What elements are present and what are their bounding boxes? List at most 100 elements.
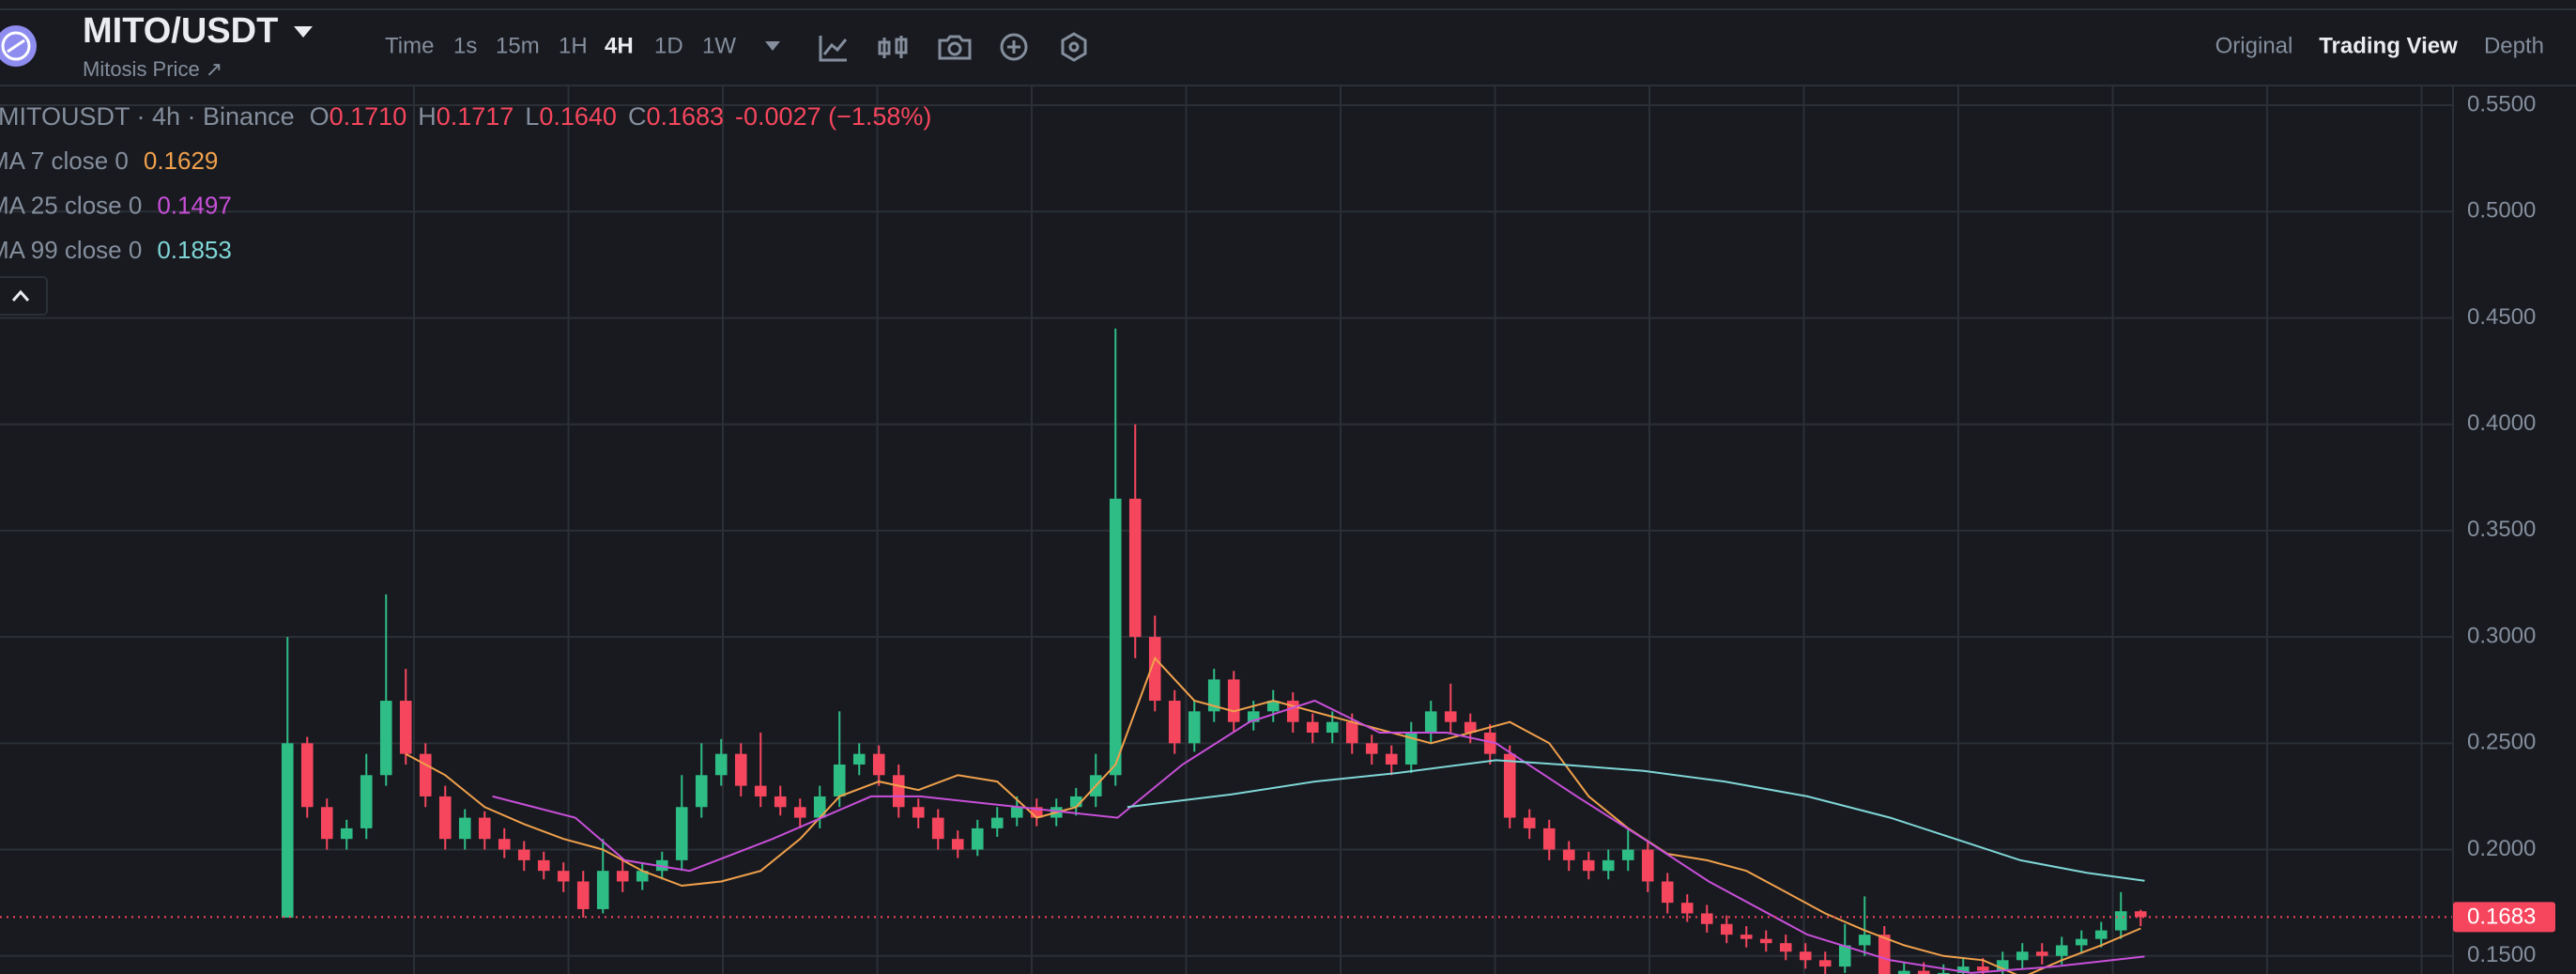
candle-body bbox=[1266, 701, 1280, 712]
logo[interactable] bbox=[0, 25, 37, 67]
last-price-label: 0.1683 bbox=[2467, 904, 2536, 930]
view-tab[interactable]: Original bbox=[2216, 33, 2293, 58]
y-tick-label: 0.2000 bbox=[2467, 836, 2536, 861]
candle-body bbox=[1010, 807, 1023, 818]
ma-name: MA 7 close 0 bbox=[0, 147, 129, 175]
logo-ring bbox=[1, 31, 31, 61]
interval-tab[interactable]: 4H bbox=[605, 33, 634, 58]
candle-body bbox=[695, 775, 708, 808]
candle-body bbox=[1464, 721, 1477, 734]
pair-subtitle[interactable]: Mitosis Price ↗ bbox=[83, 57, 222, 81]
candle-body bbox=[2035, 951, 2048, 956]
candle-body bbox=[872, 753, 885, 776]
interval-dropdown[interactable] bbox=[765, 41, 780, 51]
interval-tab[interactable]: 1W bbox=[702, 33, 736, 58]
candle-body bbox=[1700, 913, 1713, 924]
candle-body bbox=[438, 796, 452, 840]
candle-body bbox=[419, 753, 432, 796]
candle-body bbox=[1641, 849, 1654, 882]
candle-body bbox=[1661, 881, 1674, 904]
ohlc-value: 0.1683 bbox=[646, 102, 724, 131]
candle-body bbox=[1128, 498, 1142, 638]
candle-body bbox=[1858, 935, 1871, 946]
ma-value: 0.1629 bbox=[144, 147, 219, 175]
candle-body bbox=[1720, 923, 1733, 935]
candle-body bbox=[1503, 753, 1516, 818]
candle-body bbox=[1937, 972, 1950, 974]
legend-change: -0.0027 (−1.58%) bbox=[735, 102, 931, 131]
candle-body bbox=[675, 807, 688, 860]
legend-row: MITOUSDT · 4h · Binance O0.1710 H0.1717 L0.… bbox=[0, 102, 931, 131]
interval-bar: Time 1s 15m 1H 4H 1D 1W bbox=[385, 33, 736, 58]
candle-body bbox=[557, 871, 570, 882]
candle-body bbox=[2075, 938, 2088, 946]
candle-body bbox=[714, 753, 728, 776]
candle-body bbox=[1917, 970, 1930, 974]
interval-tab[interactable]: 1H bbox=[559, 33, 588, 58]
candle-body bbox=[1227, 679, 1240, 722]
interval-tab[interactable]: Time bbox=[385, 33, 434, 58]
candle-body bbox=[1444, 711, 1457, 722]
candle-body bbox=[1976, 966, 1989, 971]
candle-body bbox=[892, 775, 905, 808]
candle-body bbox=[1207, 679, 1220, 712]
interval-tab[interactable]: 1D bbox=[654, 33, 683, 58]
candle-body bbox=[951, 839, 964, 850]
y-tick-label: 0.5000 bbox=[2467, 198, 2536, 224]
grid bbox=[0, 85, 2453, 974]
price-axis: 0.5500 0.5000 0.4500 0.4000 0.3500 0.3000 0.25… bbox=[2453, 91, 2555, 967]
add-icon[interactable] bbox=[1000, 33, 1028, 61]
ohlc-key: H bbox=[418, 102, 437, 131]
pair-dropdown[interactable] bbox=[294, 26, 313, 38]
candle-body bbox=[1424, 711, 1437, 734]
ma-legend-row: MA 99 close 0 0.1853 bbox=[0, 236, 232, 264]
indicator-icon[interactable] bbox=[819, 36, 848, 62]
candle-body bbox=[1582, 859, 1595, 872]
view-tab[interactable]: Depth bbox=[2484, 33, 2544, 58]
candle-body bbox=[360, 775, 373, 828]
view-tab[interactable]: Trading View bbox=[2319, 33, 2458, 58]
interval-tab[interactable]: 1s bbox=[453, 33, 477, 58]
candle-body bbox=[596, 871, 609, 909]
candle-body bbox=[1168, 701, 1181, 744]
candle-body bbox=[537, 859, 550, 872]
settings-icon[interactable] bbox=[1061, 32, 1087, 62]
candle-body bbox=[1404, 733, 1418, 765]
candle-body bbox=[1680, 903, 1694, 914]
candle-body bbox=[399, 701, 412, 754]
ma-value: 0.1853 bbox=[157, 236, 232, 264]
candle-body bbox=[1799, 951, 1812, 961]
interval-tab[interactable]: 15m bbox=[496, 33, 540, 58]
candle-body bbox=[1759, 938, 1772, 944]
candle-body bbox=[616, 871, 629, 882]
candle-body bbox=[636, 871, 649, 882]
candle-body bbox=[1562, 849, 1575, 860]
candle-body bbox=[379, 701, 392, 776]
y-tick-label: 0.2500 bbox=[2467, 730, 2536, 755]
candle-body bbox=[774, 796, 787, 808]
y-tick-label: 0.4000 bbox=[2467, 410, 2536, 436]
pair-title[interactable]: MITO/USDT bbox=[83, 11, 278, 51]
legend-symbol: MITOUSDT · 4h · Binance bbox=[0, 102, 295, 131]
candle-body bbox=[576, 881, 590, 909]
candle-body bbox=[1602, 859, 1615, 872]
logo-stroke bbox=[7, 39, 25, 54]
candle-body bbox=[1838, 945, 1851, 967]
candle-body bbox=[320, 807, 333, 840]
candle-body bbox=[1286, 701, 1299, 722]
candle-body bbox=[793, 807, 806, 818]
candle-body bbox=[1779, 943, 1792, 952]
candle-body bbox=[1956, 966, 1970, 973]
candle-body bbox=[458, 817, 471, 840]
candle-body bbox=[2094, 930, 2108, 939]
screenshot-icon[interactable] bbox=[938, 35, 972, 60]
ma-legend-row: MA 25 close 0 0.1497 bbox=[0, 191, 232, 219]
candle-body bbox=[2134, 911, 2147, 918]
collapse-icon bbox=[11, 289, 30, 301]
chart-type-icon[interactable] bbox=[878, 36, 908, 58]
candle-body bbox=[1523, 817, 1536, 828]
candle-body bbox=[1542, 827, 1556, 850]
